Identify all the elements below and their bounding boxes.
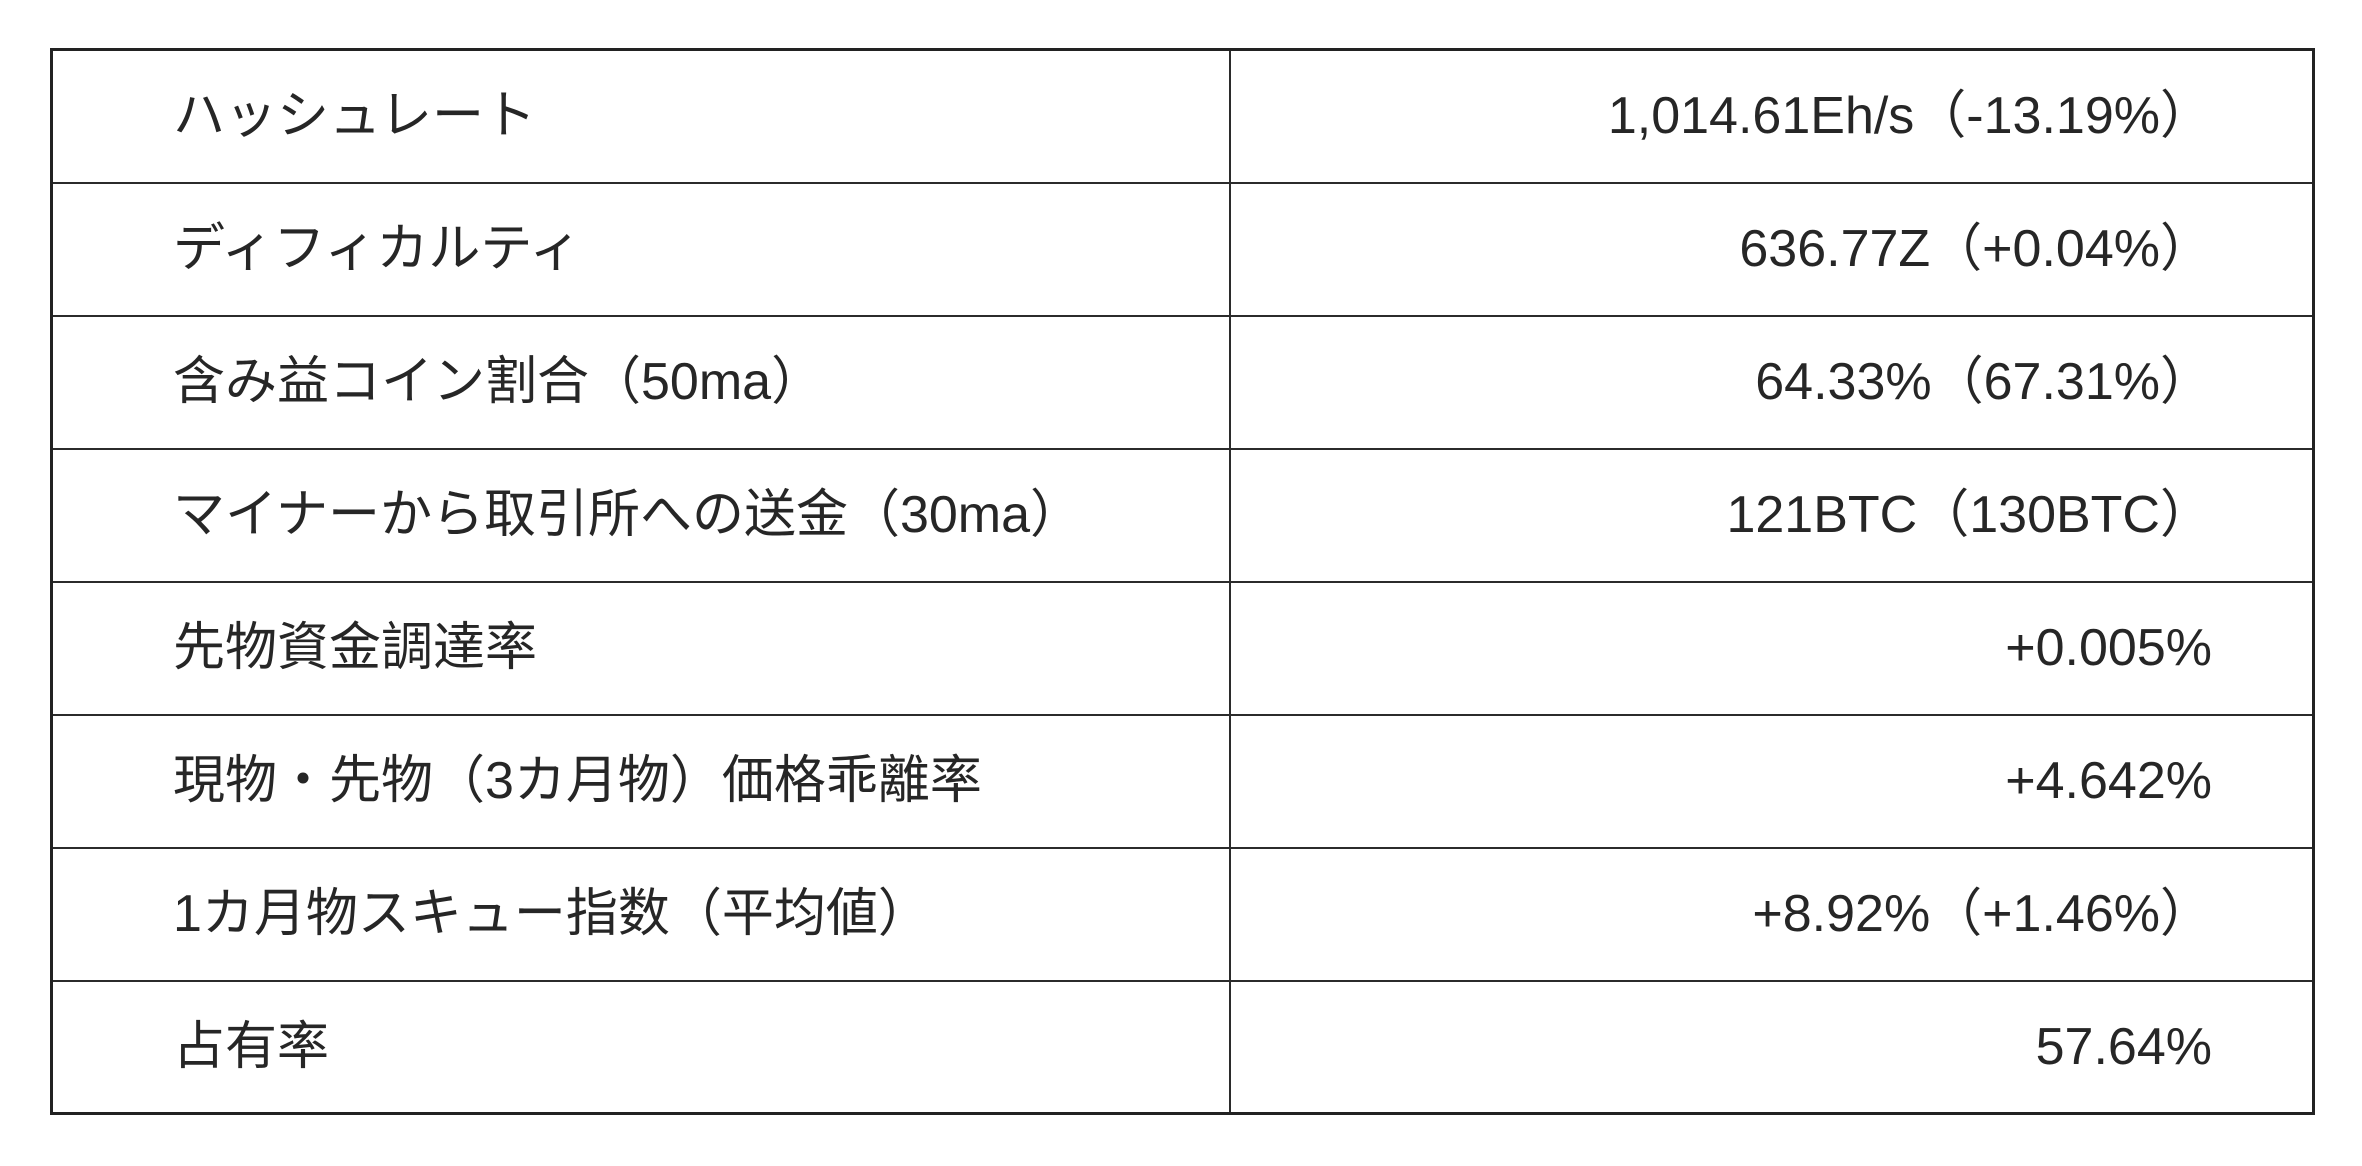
metric-label-miner-to-exchange: マイナーから取引所への送金（30ma） <box>50 447 1231 583</box>
metric-label-difficulty: ディフィカルティ <box>50 181 1231 317</box>
metric-value-skew-index: +8.92%（+1.46%） <box>1228 846 2315 982</box>
crypto-indicators-table: ハッシュレート 1,014.61Eh/s（-13.19%） ディフィカルティ 6… <box>50 48 2315 1115</box>
metric-label-hashrate: ハッシュレート <box>50 48 1231 184</box>
metric-value-miner-to-exchange: 121BTC（130BTC） <box>1228 447 2315 583</box>
metric-label-spot-futures-premium: 現物・先物（3カ月物）価格乖離率 <box>50 713 1231 849</box>
table-row: マイナーから取引所への送金（30ma） 121BTC（130BTC） <box>50 447 2315 583</box>
table-row: 先物資金調達率 +0.005% <box>50 580 2315 716</box>
table-row: 現物・先物（3カ月物）価格乖離率 +4.642% <box>50 713 2315 849</box>
metric-label-profit-coin-ratio: 含み益コイン割合（50ma） <box>50 314 1231 450</box>
metric-label-dominance: 占有率 <box>50 979 1231 1115</box>
metric-value-spot-futures-premium: +4.642% <box>1228 713 2315 849</box>
metric-value-dominance: 57.64% <box>1228 979 2315 1115</box>
metric-value-difficulty: 636.77Z（+0.04%） <box>1228 181 2315 317</box>
table-row: 占有率 57.64% <box>50 979 2315 1115</box>
table-row: ディフィカルティ 636.77Z（+0.04%） <box>50 181 2315 317</box>
metric-value-funding-rate: +0.005% <box>1228 580 2315 716</box>
table-row: 含み益コイン割合（50ma） 64.33%（67.31%） <box>50 314 2315 450</box>
metric-value-profit-coin-ratio: 64.33%（67.31%） <box>1228 314 2315 450</box>
table-row: 1カ月物スキュー指数（平均値） +8.92%（+1.46%） <box>50 846 2315 982</box>
metric-value-hashrate: 1,014.61Eh/s（-13.19%） <box>1228 48 2315 184</box>
metric-label-funding-rate: 先物資金調達率 <box>50 580 1231 716</box>
metric-label-skew-index: 1カ月物スキュー指数（平均値） <box>50 846 1231 982</box>
table-row: ハッシュレート 1,014.61Eh/s（-13.19%） <box>50 48 2315 184</box>
